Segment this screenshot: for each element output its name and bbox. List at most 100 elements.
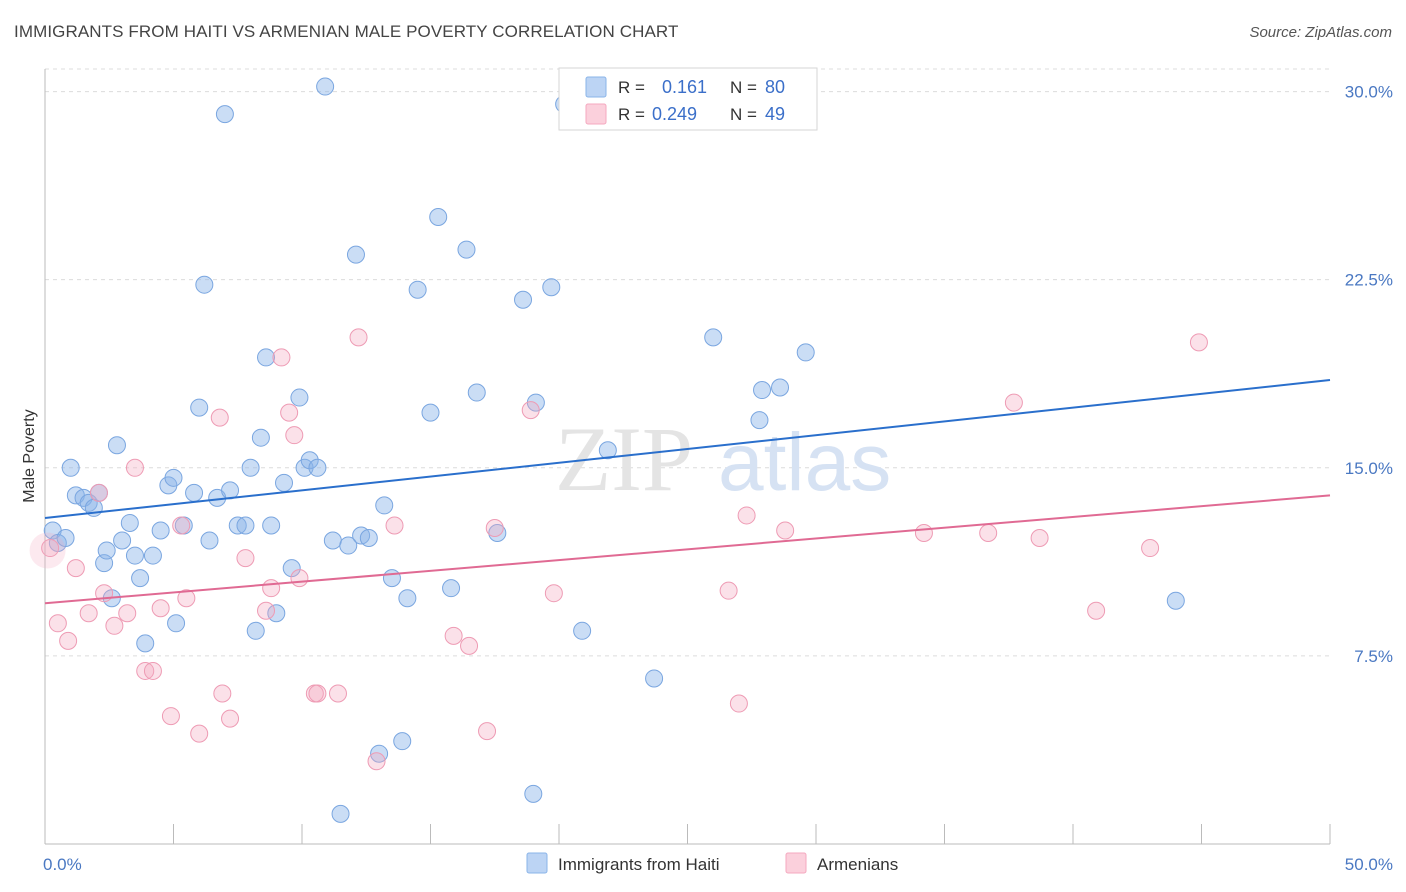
bottom-legend-swatch-armenians — [785, 852, 807, 874]
haiti-point — [457, 240, 476, 259]
armenian-point — [460, 636, 479, 655]
armenian-trend-line — [44, 494, 1331, 605]
chart-title: IMMIGRANTS FROM HAITI VS ARMENIAN MALE P… — [14, 22, 679, 41]
x-tick-label: 0.0% — [43, 855, 82, 874]
armenian-point — [59, 631, 78, 650]
armenian-point — [729, 694, 748, 713]
haiti-point — [262, 516, 281, 535]
haiti-point — [185, 483, 204, 502]
haiti-point — [61, 458, 80, 477]
series-legend: Immigrants from Haiti Armenians — [526, 852, 898, 874]
haiti-point — [282, 559, 301, 578]
haiti-point — [514, 290, 533, 309]
tick-labels: 7.5% 15.0% 22.5% 30.0% 0.0% 50.0% — [43, 83, 1393, 874]
armenian-point — [776, 521, 795, 540]
armenian-point — [444, 626, 463, 645]
haiti-point — [107, 436, 126, 455]
data-points — [29, 77, 1208, 823]
haiti-point — [167, 614, 186, 633]
haiti-point — [375, 496, 394, 515]
armenian-point — [221, 709, 240, 728]
haiti-point — [246, 621, 265, 640]
legend-n-value-haiti: 80 — [765, 77, 785, 97]
legend-n-label-armenians: N = — [730, 105, 757, 124]
armenian-point — [213, 684, 232, 703]
armenian-point — [1087, 601, 1106, 620]
legend-n-label-haiti: N = — [730, 78, 757, 97]
haiti-point — [442, 579, 461, 598]
haiti-point — [131, 569, 150, 588]
haiti-point — [290, 388, 309, 407]
haiti-point — [750, 411, 769, 430]
haiti-point — [542, 278, 561, 297]
watermark: ZIP atlas — [555, 408, 891, 510]
armenian-point — [66, 559, 85, 578]
haiti-point — [308, 458, 327, 477]
haiti-point — [1166, 591, 1185, 610]
haiti-point — [136, 634, 155, 653]
armenian-point — [136, 661, 155, 680]
haiti-point — [164, 468, 183, 487]
haiti-point — [236, 516, 255, 535]
haiti-point — [200, 531, 219, 550]
haiti-point — [359, 529, 378, 548]
armenian-point — [544, 584, 563, 603]
haiti-point — [151, 521, 170, 540]
correlation-legend: R = 0.161 N = 80 R = 0.249 N = 49 — [558, 67, 818, 131]
armenian-point — [79, 604, 98, 623]
armenian-point — [1141, 539, 1160, 558]
haiti-point — [524, 784, 543, 803]
legend-r-label-armenians: R = — [618, 105, 645, 124]
y-axis-label: Male Poverty — [21, 409, 38, 502]
haiti-point — [573, 621, 592, 640]
armenian-point — [367, 752, 386, 771]
haiti-point — [796, 343, 815, 362]
haiti-point — [257, 348, 276, 367]
haiti-point — [56, 529, 75, 548]
armenian-point — [262, 579, 281, 598]
haiti-point — [645, 669, 664, 688]
armenian-point — [41, 539, 60, 558]
legend-swatch-armenians — [585, 103, 607, 125]
armenian-point — [161, 707, 180, 726]
haiti-point — [190, 398, 209, 417]
armenian-point — [521, 401, 540, 420]
armenian-point — [177, 589, 196, 608]
haiti-trend-line — [44, 379, 1331, 519]
armenian-point — [236, 549, 255, 568]
armenian-point — [1189, 333, 1208, 352]
armenian-point — [89, 483, 108, 502]
haiti-point — [704, 328, 723, 347]
haiti-point — [398, 589, 417, 608]
legend-r-label-haiti: R = — [618, 78, 645, 97]
y-tick-label: 30.0% — [1345, 83, 1393, 102]
armenian-point — [385, 516, 404, 535]
armenian-point — [308, 684, 327, 703]
haiti-point — [113, 531, 132, 550]
haiti-point — [331, 804, 350, 823]
haiti-point — [97, 541, 116, 560]
legend-r-value-armenians: 0.249 — [652, 104, 697, 124]
armenian-point — [290, 569, 309, 588]
haiti-point — [221, 481, 240, 500]
haiti-point — [316, 77, 335, 96]
haiti-point — [267, 604, 286, 623]
legend-swatch-haiti — [585, 76, 607, 98]
haiti-point — [467, 383, 486, 402]
armenian-point — [1030, 529, 1049, 548]
haiti-point — [125, 546, 144, 565]
haiti-point — [339, 536, 358, 555]
armenian-point — [118, 604, 137, 623]
haiti-point — [323, 531, 342, 550]
haiti-point — [143, 546, 162, 565]
armenian-point — [280, 403, 299, 422]
armenian-point — [210, 408, 229, 427]
legend-n-value-armenians: 49 — [765, 104, 785, 124]
x-tick-label: 50.0% — [1345, 855, 1393, 874]
armenian-point — [328, 684, 347, 703]
haiti-point — [300, 451, 319, 470]
haiti-point — [120, 513, 139, 532]
watermark-zip: ZIP — [555, 408, 693, 510]
haiti-point — [408, 280, 427, 299]
armenian-point — [151, 599, 170, 618]
